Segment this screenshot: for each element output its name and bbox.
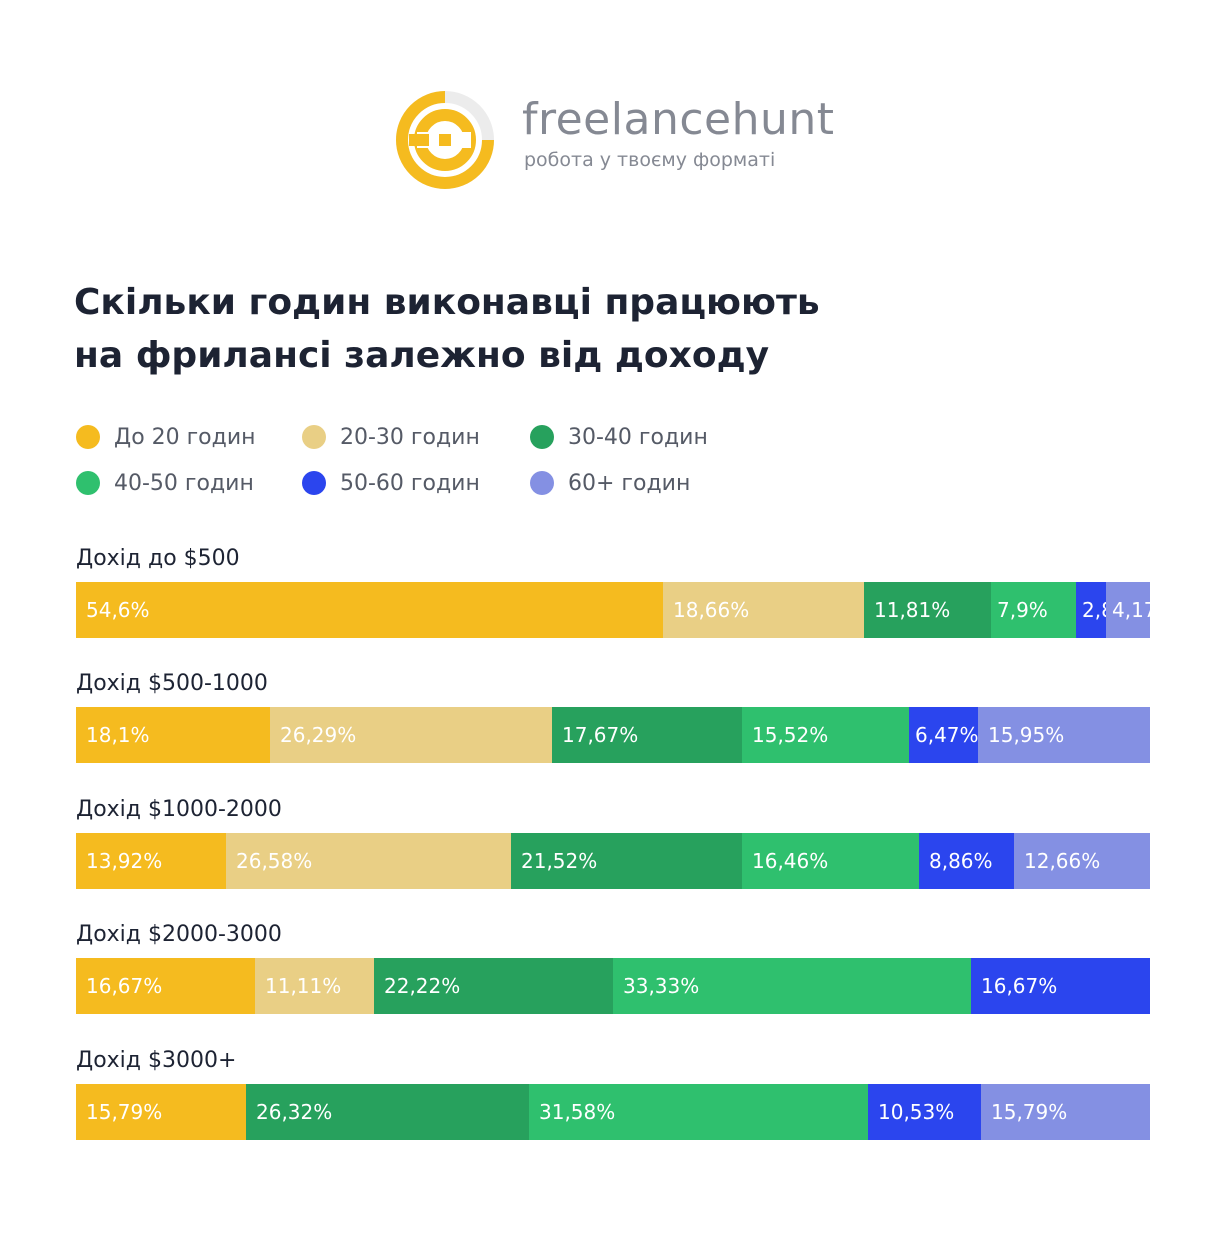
bar-segment: 16,67% [971,958,1150,1014]
data-label: 10,53% [878,1100,955,1124]
stacked-bar: 18,1% 26,29% 17,67% 15,52% 6,47% 15,95% [76,707,1150,763]
legend-swatch [530,425,554,449]
legend-item: 40-50 годин [76,466,254,500]
bar-segment: 15,79% [981,1084,1150,1140]
category-label: Дохід $1000-2000 [76,797,282,822]
bar-segment: 8,86% [919,833,1014,889]
legend-label: 30-40 годин [568,424,708,450]
data-label: 33,33% [623,974,700,998]
stacked-bar: 15,79% 26,32% 31,58% 10,53% 15,79% [76,1084,1150,1140]
data-label: 22,22% [384,974,461,998]
legend-label: До 20 годин [114,424,256,450]
bar-segment: 11,11% [255,958,374,1014]
bar-segment: 15,95% [978,707,1150,763]
data-label: 31,58% [539,1100,616,1124]
stacked-bar: 13,92% 26,58% 21,52% 16,46% 8,86% 12,66% [76,833,1150,889]
bar-segment: 22,22% [374,958,613,1014]
data-label: 17,67% [562,723,639,747]
data-label: 2,8% [1082,598,1106,622]
bar-segment: 17,67% [552,707,742,763]
legend-swatch [76,425,100,449]
bar-segment: 16,67% [76,958,255,1014]
bar-segment: 2,8% [1076,582,1106,638]
data-label: 15,79% [86,1100,163,1124]
legend-label: 60+ годин [568,470,691,496]
bar-segment: 13,92% [76,833,226,889]
legend-label: 50-60 годин [340,470,480,496]
legend-item: До 20 годин [76,420,256,454]
bar-segment: 18,1% [76,707,270,763]
bar-segment: 10,53% [868,1084,981,1140]
bar-segment: 15,79% [76,1084,246,1140]
legend-item: 30-40 годин [530,420,708,454]
bar-segment: 31,58% [529,1084,868,1140]
data-label: 11,81% [874,598,951,622]
legend-label: 40-50 годин [114,470,254,496]
data-label: 15,79% [991,1100,1068,1124]
data-label: 7,9% [997,598,1048,622]
category-label: Дохід до $500 [76,546,240,571]
bar-segment: 7,9% [991,582,1076,638]
legend-label: 20-30 годин [340,424,480,450]
bar-segment: 26,29% [270,707,552,763]
bar-segment: 15,52% [742,707,909,763]
data-label: 11,11% [265,974,342,998]
data-label: 6,47% [915,723,978,747]
category-label: Дохід $3000+ [76,1048,237,1073]
legend-item: 20-30 годин [302,420,480,454]
legend-swatch [76,471,100,495]
bar-segment: 12,66% [1014,833,1150,889]
bar-segment: 4,17% [1106,582,1150,638]
chart-title: Скільки годин виконавці працюють на фрил… [74,276,820,382]
data-label: 13,92% [86,849,163,873]
bar-segment: 26,32% [246,1084,529,1140]
bar-segment: 18,66% [663,582,864,638]
data-label: 4,17% [1112,598,1150,622]
data-label: 16,67% [981,974,1058,998]
bar-segment: 21,52% [511,833,742,889]
freelancehunt-mark-icon [396,91,494,189]
data-label: 26,32% [256,1100,333,1124]
legend: До 20 годин 20-30 годин 30-40 годин 40-50 г… [76,420,796,516]
legend-item: 50-60 годин [302,466,480,500]
bar-segment: 6,47% [909,707,978,763]
legend-swatch [302,471,326,495]
bar-segment: 33,33% [613,958,971,1014]
brand-name: freelancehunt [522,94,835,145]
data-label: 15,52% [752,723,829,747]
legend-item: 60+ годин [530,466,690,500]
bar-segment: 54,6% [76,582,663,638]
bar-segment: 11,81% [864,582,991,638]
bar-segment: 16,46% [742,833,919,889]
data-label: 26,58% [236,849,313,873]
stacked-bar: 16,67% 11,11% 22,22% 33,33% 16,67% [76,958,1150,1014]
category-label: Дохід $2000-3000 [76,922,282,947]
brand-tagline: робота у твоєму форматі [524,149,776,171]
data-label: 18,66% [673,598,750,622]
chart-title-line: на фрилансі залежно від доходу [74,335,770,376]
stacked-bar: 54,6% 18,66% 11,81% 7,9% 2,8%4,17% [76,582,1150,638]
data-label: 8,86% [929,849,993,873]
data-label: 12,66% [1024,849,1101,873]
data-label: 15,95% [988,723,1065,747]
data-label: 18,1% [86,723,150,747]
data-label: 26,29% [280,723,357,747]
bar-segment: 26,58% [226,833,511,889]
freelancehunt-logo: freelancehunt робота у твоєму форматі [389,84,839,196]
legend-swatch [302,425,326,449]
data-label: 21,52% [521,849,598,873]
data-label: 54,6% [86,598,150,622]
data-label: 16,46% [752,849,829,873]
chart-title-line: Скільки годин виконавці працюють [74,282,820,323]
data-label: 16,67% [86,974,163,998]
legend-swatch [530,471,554,495]
category-label: Дохід $500-1000 [76,671,268,696]
